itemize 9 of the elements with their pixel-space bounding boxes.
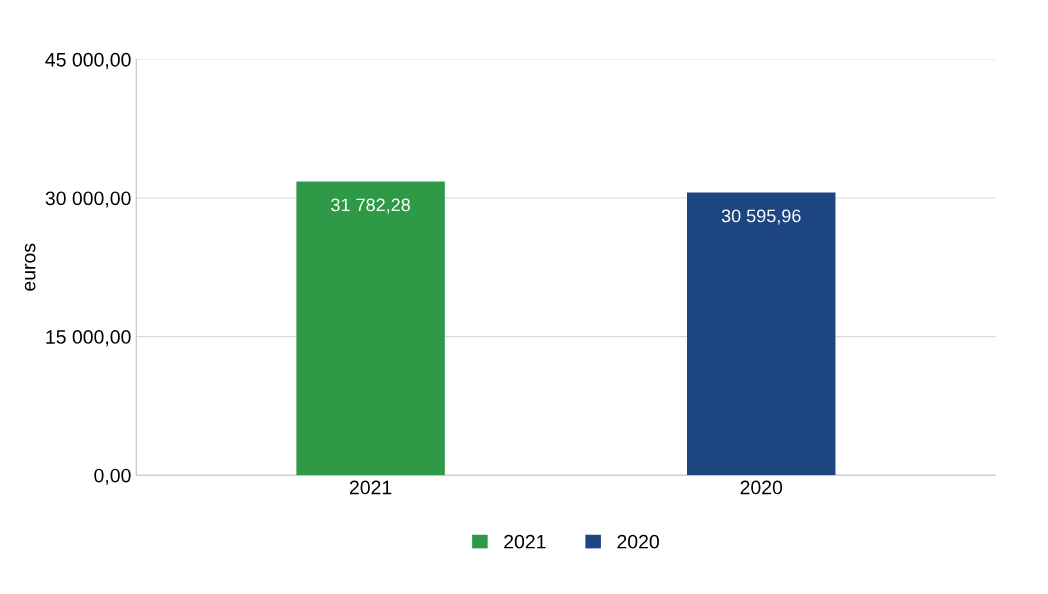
y-tick-label: 30 000,00 [45, 191, 131, 208]
y-tick-label: 15 000,00 [46, 330, 131, 347]
y-tick-label: 0,00 [94, 468, 131, 485]
legend-label: 2021 [504, 534, 546, 549]
legend-label: 2020 [617, 534, 659, 549]
data-label: 31 782,28 [331, 198, 410, 214]
y-axis-title: euros [24, 243, 36, 291]
data-label: 30 595,96 [721, 209, 801, 225]
y-tick-label: 45 000,00 [45, 52, 131, 69]
